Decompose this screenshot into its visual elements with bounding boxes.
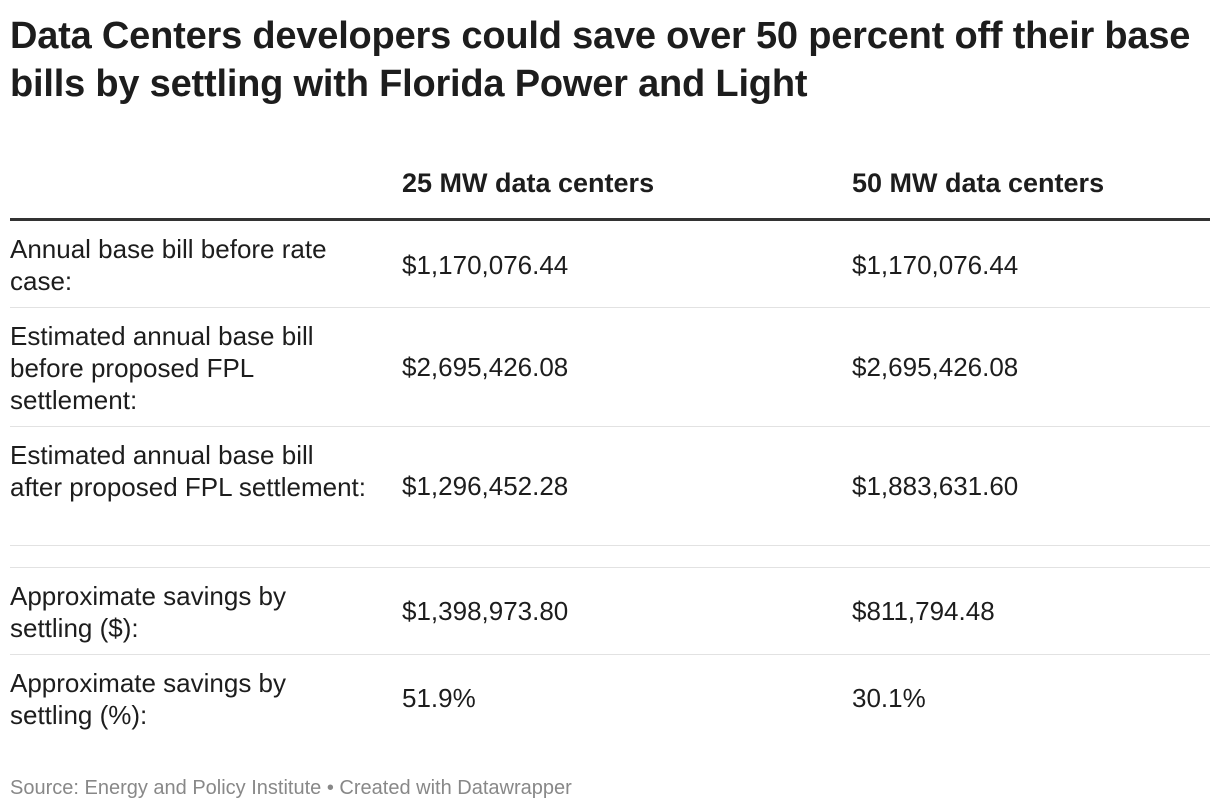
row-label: Estimated annual base bill before propos… bbox=[10, 321, 314, 415]
column-header-50mw: 50 MW data centers bbox=[852, 168, 1105, 198]
value-25mw: $2,695,426.08 bbox=[402, 352, 569, 382]
row-label: Approximate savings by settling ($): bbox=[10, 581, 287, 643]
table-row: Annual base bill before rate case: $1,17… bbox=[10, 221, 1210, 308]
value-50mw: $1,883,631.60 bbox=[852, 471, 1019, 501]
row-label: Annual base bill before rate case: bbox=[10, 234, 327, 296]
table-row: Approximate savings by settling ($): $1,… bbox=[10, 568, 1210, 655]
table-header: 25 MW data centers 50 MW data centers bbox=[10, 160, 1210, 221]
table-row: Estimated annual base bill before propos… bbox=[10, 308, 1210, 427]
row-label: Approximate savings by settling (%): bbox=[10, 668, 287, 730]
page-title: Data Centers developers could save over … bbox=[10, 15, 1191, 105]
source-footer: Source: Energy and Policy Institute • Cr… bbox=[10, 774, 572, 802]
value-25mw: $1,398,973.80 bbox=[402, 596, 569, 626]
table-row-spacer bbox=[10, 546, 1210, 568]
separator: • bbox=[326, 777, 334, 799]
value-50mw: 30.1% bbox=[852, 683, 926, 713]
value-25mw: 51.9% bbox=[402, 683, 476, 713]
credit-link[interactable]: Created with Datawrapper bbox=[339, 777, 572, 799]
value-50mw: $811,794.48 bbox=[852, 596, 995, 626]
value-25mw: $1,170,076.44 bbox=[402, 250, 569, 280]
value-50mw: $2,695,426.08 bbox=[852, 352, 1019, 382]
table-row: Approximate savings by settling (%): 51.… bbox=[10, 655, 1210, 741]
data-table: 25 MW data centers 50 MW data centers An… bbox=[10, 160, 1210, 741]
value-25mw: $1,296,452.28 bbox=[402, 471, 569, 501]
table-row: Estimated annual base bill after propose… bbox=[10, 427, 1210, 546]
row-label: Estimated annual base bill after propose… bbox=[10, 440, 367, 502]
source-text: Source: Energy and Policy Institute bbox=[10, 777, 322, 799]
column-header-25mw: 25 MW data centers bbox=[402, 168, 655, 198]
value-50mw: $1,170,076.44 bbox=[852, 250, 1019, 280]
